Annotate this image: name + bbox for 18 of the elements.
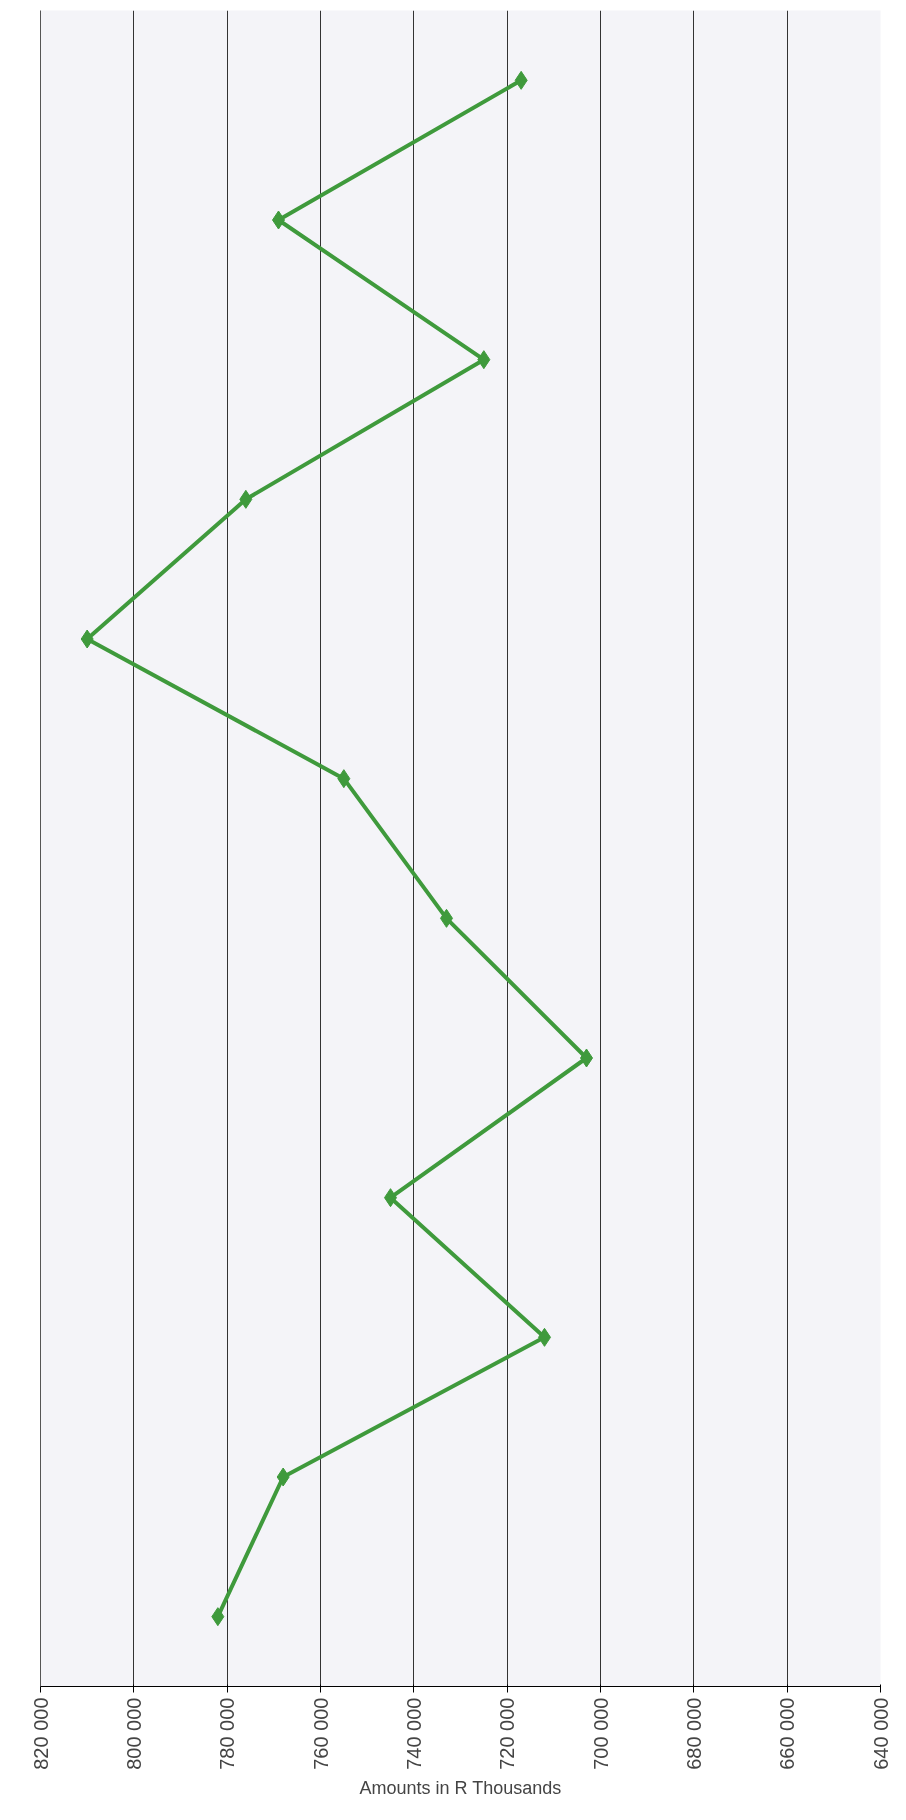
x-tick-label: 640 000: [869, 1697, 892, 1770]
x-tick-label: 680 000: [682, 1697, 705, 1770]
x-tick-label: 780 000: [216, 1697, 239, 1770]
x-tick-label: 740 000: [402, 1697, 425, 1770]
x-tick-label: 660 000: [776, 1697, 799, 1770]
x-axis-title: Amounts in R Thousands: [359, 1777, 562, 1798]
point: [477, 350, 491, 370]
x-tick-label: 760 000: [309, 1697, 332, 1770]
point: [80, 629, 94, 649]
x-tick-label: 720 000: [496, 1697, 519, 1770]
point: [514, 70, 528, 90]
x-tick-label: 820 000: [29, 1697, 52, 1770]
x-tick-label: 800 000: [122, 1697, 145, 1770]
x-tick-label: 700 000: [589, 1697, 612, 1770]
point: [276, 1467, 290, 1487]
point: [211, 1607, 225, 1627]
point: [239, 489, 253, 509]
point: [337, 769, 351, 789]
